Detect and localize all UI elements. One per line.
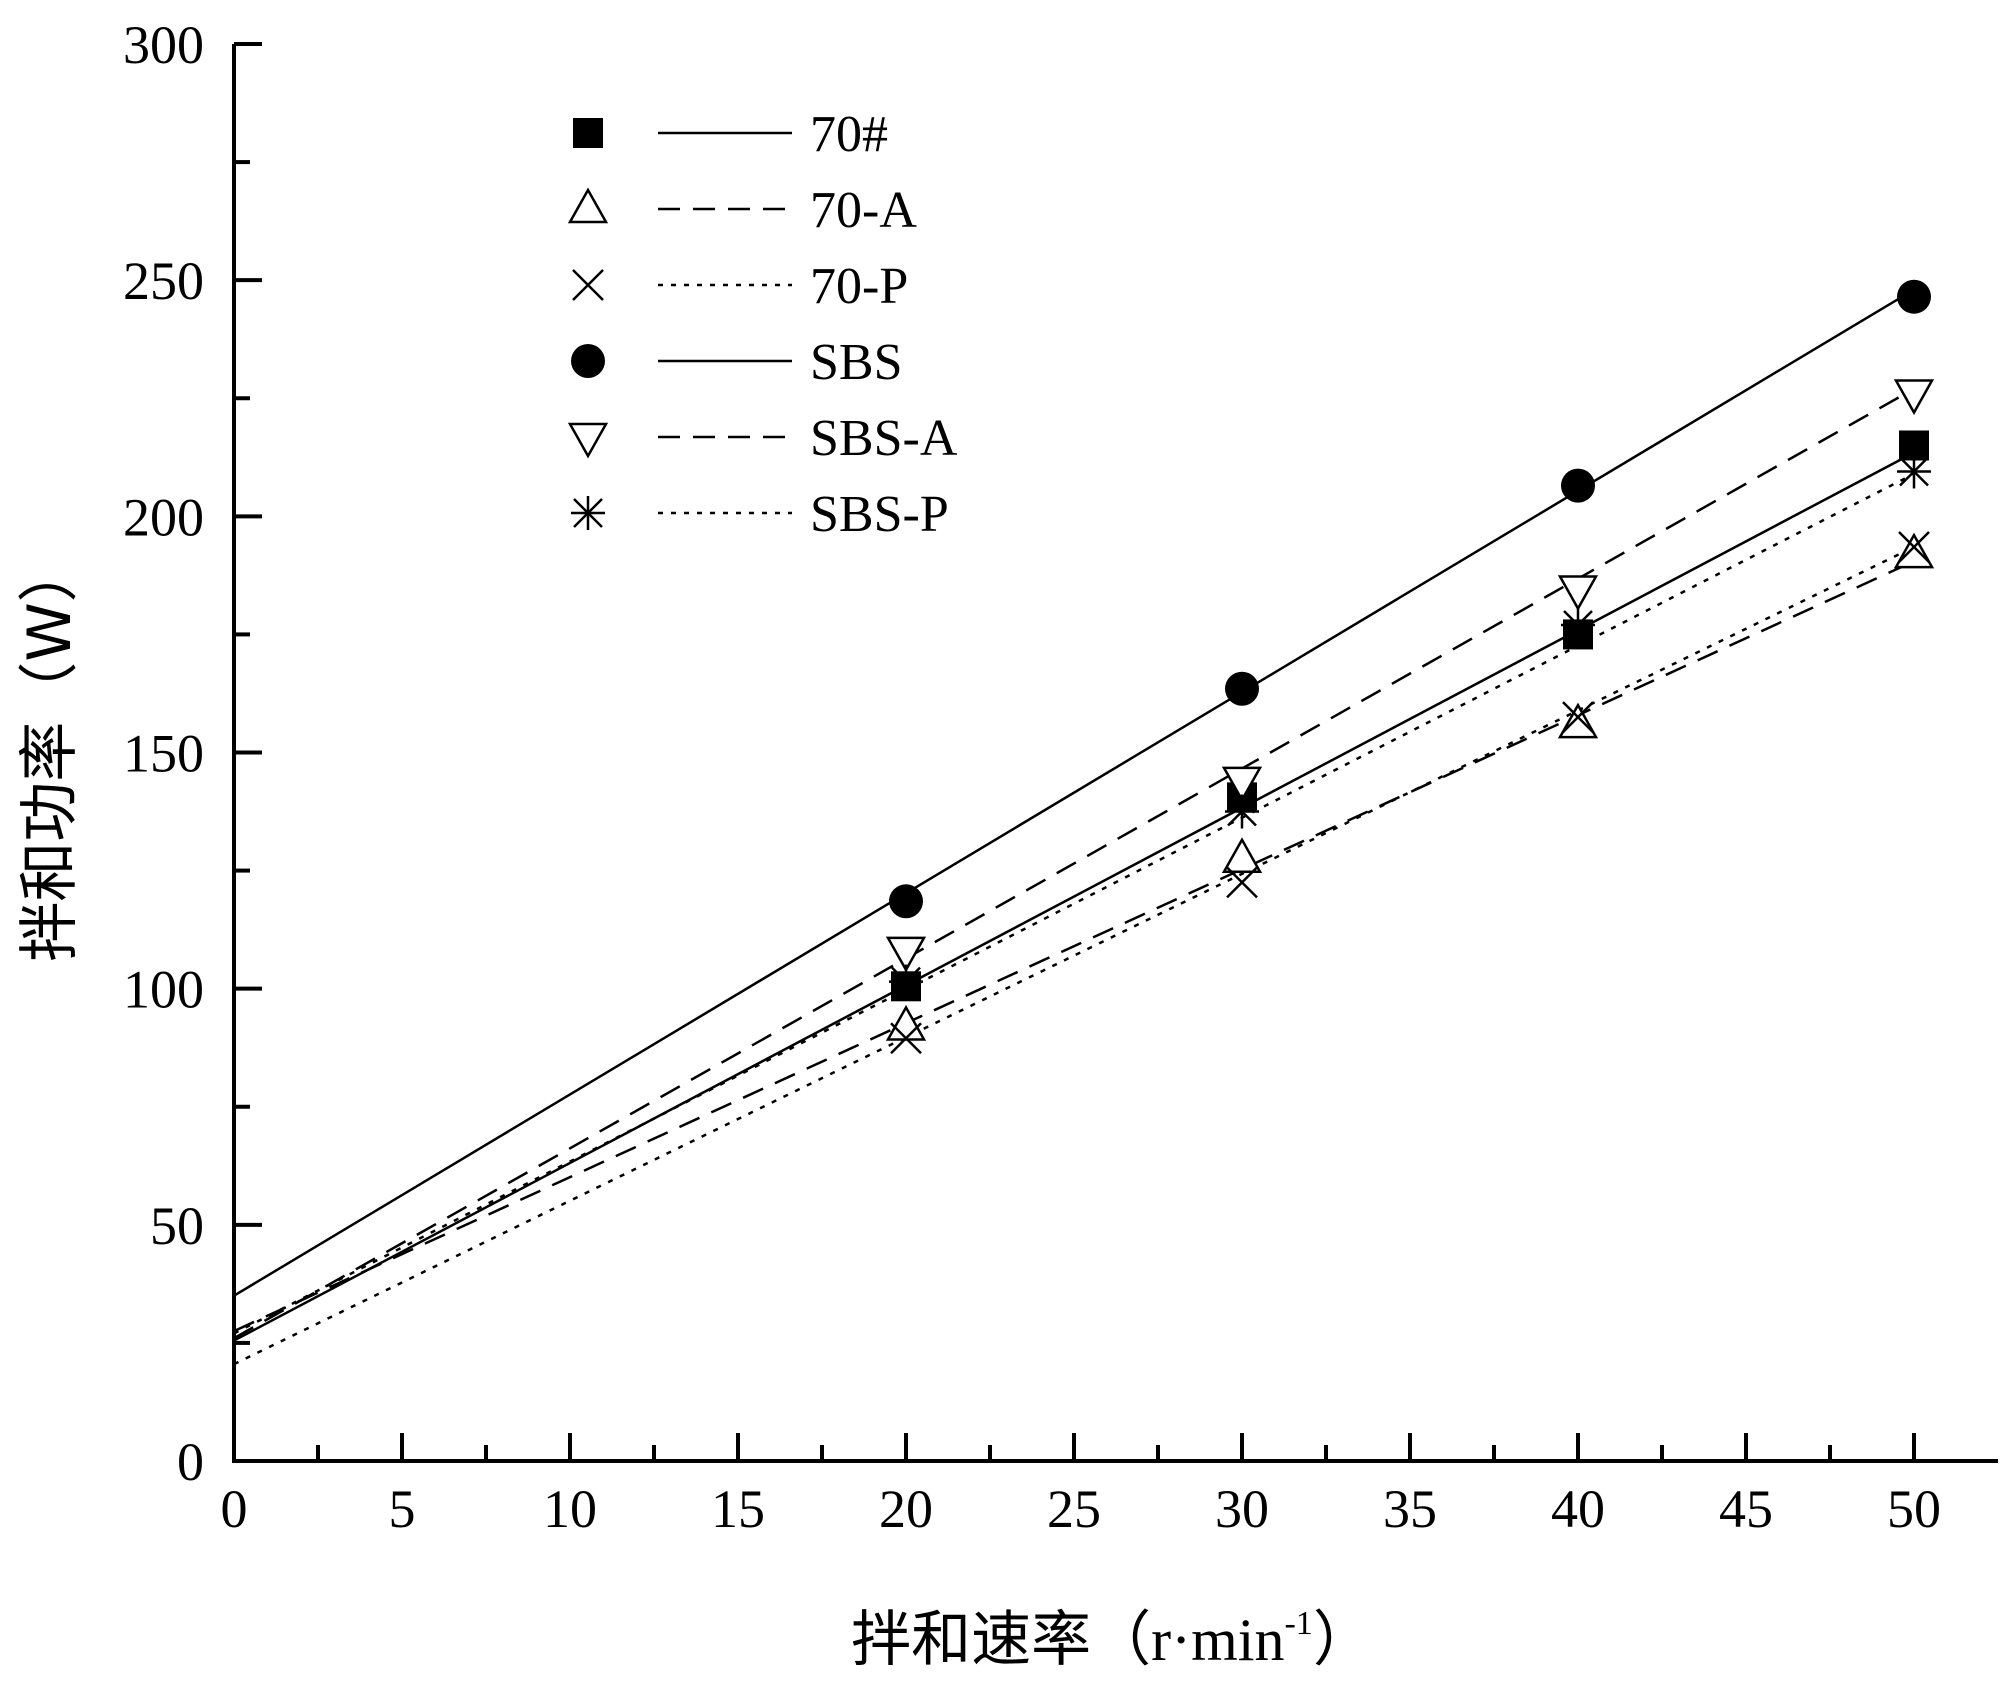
data-point-sbs-p bbox=[1561, 607, 1595, 642]
x-tick-label: 45 bbox=[1719, 1479, 1773, 1539]
legend-marker bbox=[571, 344, 605, 378]
data-point-70-a bbox=[1893, 532, 1935, 569]
y-tick-label: 300 bbox=[123, 15, 204, 75]
data-point-sbs bbox=[889, 884, 923, 919]
triangle-down-marker bbox=[1221, 766, 1263, 803]
fit-line-sbs-a bbox=[233, 387, 1915, 1340]
legend-item-sbs: SBS bbox=[571, 334, 903, 391]
y-tick-label: 150 bbox=[123, 724, 204, 784]
legend-marker bbox=[571, 496, 605, 530]
x-marker-stroke bbox=[890, 1022, 922, 1055]
legend-item-70-p: 70-P bbox=[572, 258, 908, 315]
triangle-up-marker bbox=[1893, 532, 1935, 569]
fit-line-70-a bbox=[233, 560, 1915, 1333]
data-point-70-p bbox=[890, 1022, 922, 1055]
x-tick-label: 15 bbox=[711, 1479, 765, 1539]
data-point-sbs-p bbox=[1897, 454, 1931, 489]
y-tick-label: 100 bbox=[123, 960, 204, 1020]
legend: 70# 70-A 70-P SBS SBS-A SBS-P bbox=[567, 106, 958, 543]
legend-item-sbs-p: SBS-P bbox=[571, 486, 949, 543]
data-point-sbs bbox=[1897, 279, 1931, 314]
triangle-down-marker bbox=[885, 936, 927, 973]
legend-label: SBS-A bbox=[810, 410, 958, 467]
circle-marker bbox=[1897, 279, 1931, 314]
data-point-sbs-a bbox=[1893, 379, 1935, 416]
y-tick-label: 250 bbox=[123, 251, 204, 311]
legend-label: SBS-P bbox=[810, 486, 949, 543]
x-tick-label: 40 bbox=[1551, 1479, 1605, 1539]
fit-lines bbox=[233, 288, 1915, 1366]
triangle-up-marker bbox=[567, 187, 609, 224]
tick-labels: 0 5 10 15 20 25 30 35 40 45 50 0 50 100 150 200 250 300 bbox=[123, 15, 1941, 1539]
legend-marker bbox=[567, 422, 609, 459]
fit-line-70-p bbox=[233, 545, 1915, 1366]
triangle-up-marker bbox=[1221, 837, 1263, 874]
legend-label: SBS bbox=[810, 334, 903, 391]
x-tick-label: 25 bbox=[1047, 1479, 1101, 1539]
data-point-70-p bbox=[1898, 531, 1930, 563]
data-point-70-p bbox=[1562, 701, 1594, 733]
x-marker-stroke bbox=[1898, 531, 1930, 563]
legend-marker bbox=[572, 269, 604, 301]
fit-line-sbs bbox=[233, 288, 1915, 1297]
x-tick-label: 35 bbox=[1383, 1479, 1437, 1539]
data-point-sbs-p bbox=[1225, 794, 1259, 829]
x-marker-stroke bbox=[572, 269, 604, 301]
x-axis-title: 拌和速率（r·min-1） bbox=[851, 1605, 1373, 1675]
data-point-70-a bbox=[1557, 702, 1599, 739]
triangle-up-marker bbox=[885, 1004, 927, 1041]
data-markers bbox=[885, 279, 1935, 1055]
legend-item-70: 70# bbox=[573, 106, 888, 163]
data-point-70-p bbox=[1226, 866, 1258, 899]
x-tick-label: 30 bbox=[1215, 1479, 1269, 1539]
x-tick-label: 5 bbox=[389, 1479, 416, 1539]
triangle-down-marker bbox=[567, 422, 609, 459]
x-tick-label: 20 bbox=[879, 1479, 933, 1539]
data-point-sbs bbox=[1225, 671, 1259, 706]
square-marker bbox=[573, 118, 603, 148]
legend-label: 70# bbox=[810, 106, 888, 163]
data-point-70-a bbox=[1221, 837, 1263, 874]
circle-marker bbox=[1561, 468, 1595, 503]
data-point-sbs bbox=[1561, 468, 1595, 503]
x-marker-stroke bbox=[1562, 701, 1594, 733]
circle-marker bbox=[1225, 671, 1259, 706]
data-point-sbs-a bbox=[1221, 766, 1263, 803]
triangle-down-marker bbox=[1557, 575, 1599, 612]
legend-marker bbox=[573, 118, 603, 148]
triangle-down-marker bbox=[1893, 379, 1935, 416]
y-tick-label: 200 bbox=[123, 487, 204, 547]
ticks bbox=[232, 42, 1916, 1463]
y-tick-label: 0 bbox=[177, 1432, 204, 1492]
axes bbox=[232, 44, 1998, 1463]
fit-line-70 bbox=[233, 451, 1915, 1342]
data-point-sbs-p bbox=[889, 964, 923, 999]
triangle-up-marker bbox=[1557, 702, 1599, 739]
legend-item-70-a: 70-A bbox=[567, 182, 917, 239]
legend-label: 70-P bbox=[810, 258, 908, 315]
data-point-70-a bbox=[885, 1004, 927, 1041]
x-tick-label: 50 bbox=[1887, 1479, 1941, 1539]
data-point-sbs-a bbox=[885, 936, 927, 973]
x-tick-label: 10 bbox=[543, 1479, 597, 1539]
fit-line-sbs-p bbox=[233, 472, 1915, 1335]
x-marker-stroke bbox=[1226, 866, 1258, 899]
legend-marker bbox=[567, 187, 609, 224]
y-axis-title: 拌和功率（W） bbox=[15, 542, 85, 961]
data-point-sbs-a bbox=[1557, 575, 1599, 612]
circle-marker bbox=[571, 344, 605, 378]
legend-item-sbs-a: SBS-A bbox=[567, 410, 958, 467]
circle-marker bbox=[889, 884, 923, 919]
y-tick-label: 50 bbox=[150, 1196, 204, 1256]
x-tick-label: 0 bbox=[221, 1479, 248, 1539]
legend-label: 70-A bbox=[810, 182, 917, 239]
